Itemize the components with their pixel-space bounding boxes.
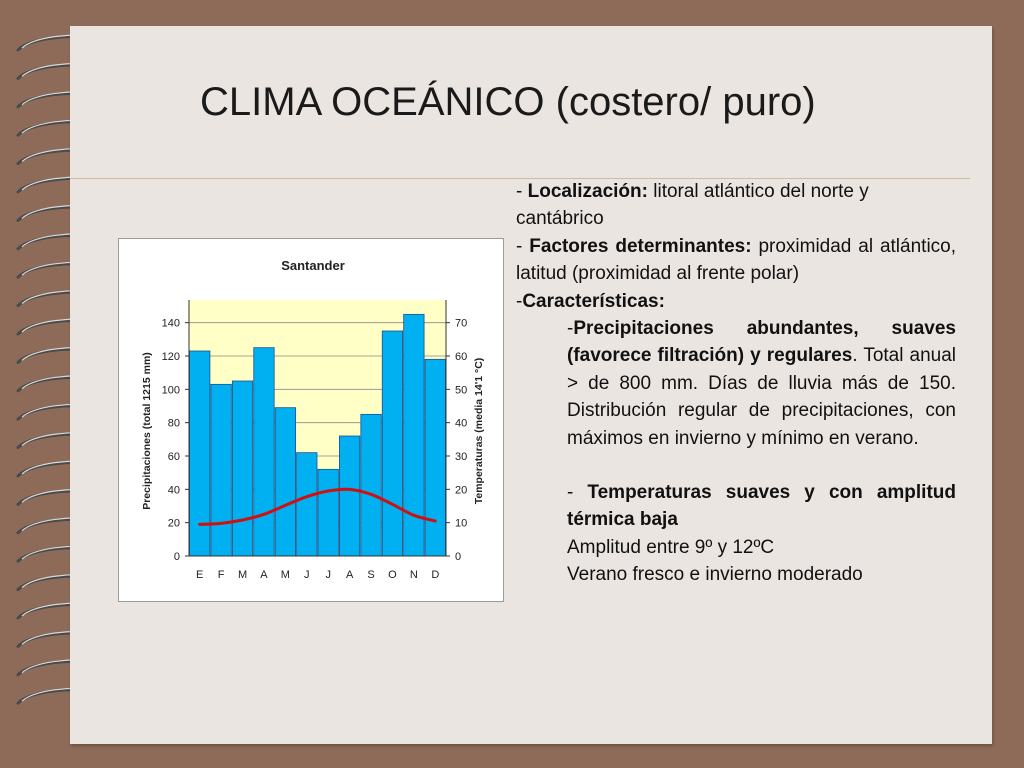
title-divider: [70, 178, 970, 179]
caracteristicas-paragraph: -Características:: [516, 290, 665, 312]
y2-tick-label: 50: [455, 384, 467, 396]
y-tick-label: 80: [168, 418, 180, 430]
x-tick-label: S: [367, 569, 374, 581]
factores-text: proximidad al atlántico, latitud (proxim…: [516, 235, 957, 285]
precipitaciones-label: Precipitaciones abundantes, suaves (favo…: [567, 318, 956, 367]
precip-bar: [424, 358, 446, 557]
localizacion-text: litoral atlántico del norte y cantábrico: [516, 181, 869, 230]
y-tick-label: 40: [168, 484, 180, 496]
precip-bar: [403, 313, 425, 557]
precip-bar: [210, 383, 232, 557]
localizacion-paragraph: - Localización: litoral atlántico del no…: [516, 181, 869, 230]
climate-chart: Santander 0 20 40 60 80 100 120 140 0 10 20 30 40 50 60…: [118, 238, 504, 602]
y-tick-label: 0: [174, 551, 180, 563]
y-tick-label: 120: [162, 351, 180, 363]
temperaturas-label: Temperaturas suaves y con amplitud térmi…: [567, 482, 956, 531]
y2-tick-label: 60: [455, 351, 467, 363]
y2-tick-label: 20: [455, 484, 467, 496]
y-tick-label: 60: [168, 451, 180, 463]
x-tick-label: M: [281, 569, 290, 581]
x-tick-label: F: [218, 569, 225, 581]
factores-paragraph: - Factores determinantes: proximidad al …: [516, 235, 957, 285]
y2-tick-label: 40: [455, 418, 467, 430]
y2-tick-label: 0: [455, 551, 461, 563]
localizacion-label: Localización:: [527, 181, 648, 202]
x-tick-label: N: [410, 569, 418, 581]
y-axis-title: Precipitaciones (total 1215 mm): [141, 352, 153, 510]
y-tick-label: 20: [168, 518, 180, 530]
precip-bar: [253, 347, 275, 557]
y2-tick-label: 10: [455, 518, 467, 530]
amplitud-line: Amplitud entre 9º y 12ºC: [567, 536, 775, 558]
description-text: - Localización: litoral atlántico del no…: [516, 178, 956, 589]
temperaturas-paragraph: - Temperaturas suaves y con amplitud tér…: [567, 482, 956, 531]
precipitaciones-paragraph: -Precipitaciones abundantes, suaves (fav…: [567, 318, 956, 449]
precip-bar: [317, 468, 339, 557]
precip-bar: [296, 452, 318, 557]
precip-bar: [231, 380, 254, 557]
caracteristicas-label: Características:: [522, 290, 665, 312]
x-tick-label: D: [431, 569, 439, 581]
factores-label: Factores determinantes:: [529, 235, 752, 257]
y2-tick-label: 70: [455, 318, 467, 330]
precip-bar: [360, 413, 382, 557]
chart-title: Santander: [281, 258, 345, 273]
x-tick-label: M: [238, 569, 247, 581]
temperature-line: [198, 487, 437, 526]
x-tick-label: E: [196, 569, 203, 581]
y2-axis-title: Temperaturas (media 14'1 °C): [473, 358, 485, 505]
y2-tick-label: 30: [455, 451, 467, 463]
y-tick-label: 100: [162, 384, 180, 396]
plot-area: [189, 300, 446, 556]
x-tick-label: J: [304, 569, 310, 581]
x-tick-label: O: [388, 569, 397, 581]
x-tick-label: A: [346, 569, 354, 581]
x-tick-label: A: [260, 569, 268, 581]
precip-bar: [274, 407, 296, 557]
climograph-svg: Santander 0 20 40 60 80 100 120 140 0 10 20 30 40 50 60…: [141, 258, 485, 581]
slide-title: CLIMA OCEÁNICO (costero/ puro): [200, 80, 816, 124]
precip-bar: [339, 435, 361, 557]
precipitaciones-text: . Total anual > de 800 mm. Días de lluvi…: [567, 345, 956, 449]
x-tick-label: J: [325, 569, 331, 581]
y-tick-label: 140: [162, 318, 180, 330]
verano-line: Verano fresco e invierno moderado: [567, 564, 863, 586]
precip-bar: [381, 330, 404, 557]
